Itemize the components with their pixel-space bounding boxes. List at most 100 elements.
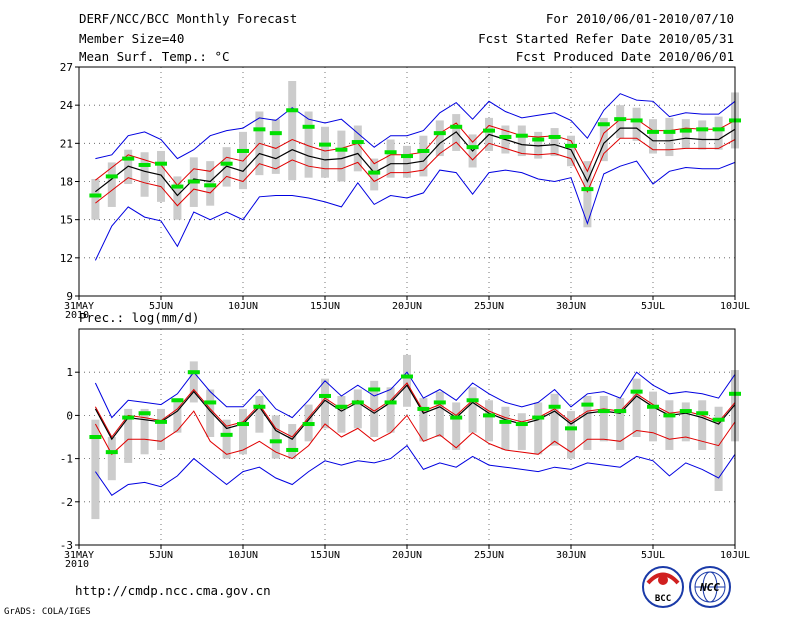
temp-box <box>698 120 707 150</box>
prec-median-marker <box>433 400 446 405</box>
temp-box <box>632 107 641 141</box>
prec-box <box>239 408 247 455</box>
prec-box <box>435 391 444 437</box>
temp-median-marker <box>105 174 118 179</box>
temp-median-marker <box>335 147 348 152</box>
temp-box <box>599 117 608 162</box>
prec-median-marker <box>581 402 594 407</box>
temp-median-marker <box>171 184 184 189</box>
prec-xtick-label: 5JUN <box>149 550 173 561</box>
temp-box <box>157 150 165 202</box>
prec-median-marker <box>483 413 495 418</box>
prec-ytick-label: 0 <box>66 409 73 422</box>
temp-median-marker <box>532 137 545 142</box>
prec-box <box>140 408 149 455</box>
temp-xtick-label: 5JUN <box>149 301 173 312</box>
prec-median-marker <box>401 374 413 379</box>
prec-box <box>599 395 608 442</box>
temp-series-max <box>95 93 736 160</box>
prec-median-marker <box>450 415 463 420</box>
prec-median-marker <box>237 422 249 427</box>
temp-median-marker <box>269 131 282 136</box>
prec-ytick-label: 1 <box>66 366 73 379</box>
temp-box <box>304 111 313 178</box>
temp-box <box>583 161 592 228</box>
temp-median-marker <box>204 183 217 188</box>
prec-median-marker <box>499 419 512 424</box>
temp-ytick-label: 15 <box>60 214 73 227</box>
temp-panel-title: Mean Surf. Temp.: °C <box>79 49 230 64</box>
produced-date: Fcst Produced Date 2010/06/01 <box>516 49 734 64</box>
prec-median-marker <box>417 406 430 411</box>
temp-median-marker <box>679 128 692 133</box>
ncc-logo-text: NCC <box>699 581 720 594</box>
prec-median-marker <box>368 387 381 392</box>
prec-box <box>337 395 346 433</box>
forecast-range: For 2010/06/01-2010/07/10 <box>546 11 734 26</box>
prec-box <box>206 389 215 437</box>
temp-xtick-label: 31MAY <box>64 301 94 312</box>
prec-box <box>501 406 510 450</box>
temp-box <box>173 176 182 220</box>
prec-median-marker <box>614 409 627 414</box>
temp-ytick-label: 27 <box>60 61 73 74</box>
temp-ytick-label: 9 <box>66 290 73 303</box>
prec-box <box>583 395 592 450</box>
temp-box <box>649 119 657 154</box>
prec-median-marker <box>269 439 282 444</box>
temp-ytick-label: 21 <box>60 137 73 150</box>
temp-grid <box>79 67 735 296</box>
temp-series-min <box>94 160 736 261</box>
temp-median-marker <box>450 124 463 129</box>
prec-box <box>517 413 526 450</box>
prec-box <box>157 408 165 450</box>
prec-xtick-label: 15JUN <box>310 550 340 561</box>
prec-box <box>616 398 625 450</box>
prec-box <box>550 393 559 446</box>
prec-xtick-label: 10JUL <box>720 550 750 561</box>
temp-box <box>140 152 149 197</box>
prec-box <box>288 424 297 459</box>
temp-median-marker <box>515 133 528 138</box>
temp-box <box>386 139 395 178</box>
temp-median-marker <box>565 143 577 148</box>
temp-box <box>337 130 346 182</box>
prec-median-marker <box>204 400 217 405</box>
temp-median-marker <box>302 124 315 129</box>
temp-median-marker <box>712 127 725 132</box>
temp-medians <box>89 108 741 198</box>
temp-lines <box>94 93 736 261</box>
temp-box <box>435 120 444 157</box>
temp-xtick-label: 10JUL <box>720 301 750 312</box>
prec-median-marker <box>712 417 725 422</box>
prec-ytick-label: -2 <box>60 496 73 509</box>
temp-median-marker <box>630 118 643 123</box>
prec-xtick-label: 5JUL <box>641 550 665 561</box>
temp-xtick-label: 10JUN <box>228 301 258 312</box>
temp-median-marker <box>384 150 397 155</box>
temp-box <box>550 128 559 157</box>
prec-boxes <box>91 354 739 520</box>
temp-xtick-label: 30JUN <box>556 301 586 312</box>
prec-series-max <box>94 371 736 419</box>
prec-box <box>714 406 723 491</box>
temp-median-marker <box>237 148 249 153</box>
bcc-logo-text: BCC <box>655 594 671 604</box>
prec-series-mean <box>94 384 736 441</box>
temp-median-marker <box>466 145 479 150</box>
prec-box <box>665 400 674 450</box>
temp-box <box>517 125 526 157</box>
temp-box <box>91 178 100 220</box>
prec-median-marker <box>122 415 135 420</box>
prec-box <box>534 402 543 455</box>
temp-median-marker <box>89 193 102 198</box>
temp-median-marker <box>581 187 594 192</box>
temp-median-marker <box>548 134 561 139</box>
temp-median-marker <box>417 148 430 153</box>
temp-median-marker <box>696 127 709 132</box>
temp-boxes <box>91 80 739 228</box>
footer-url[interactable]: http://cmdp.ncc.cma.gov.cn <box>75 583 271 598</box>
